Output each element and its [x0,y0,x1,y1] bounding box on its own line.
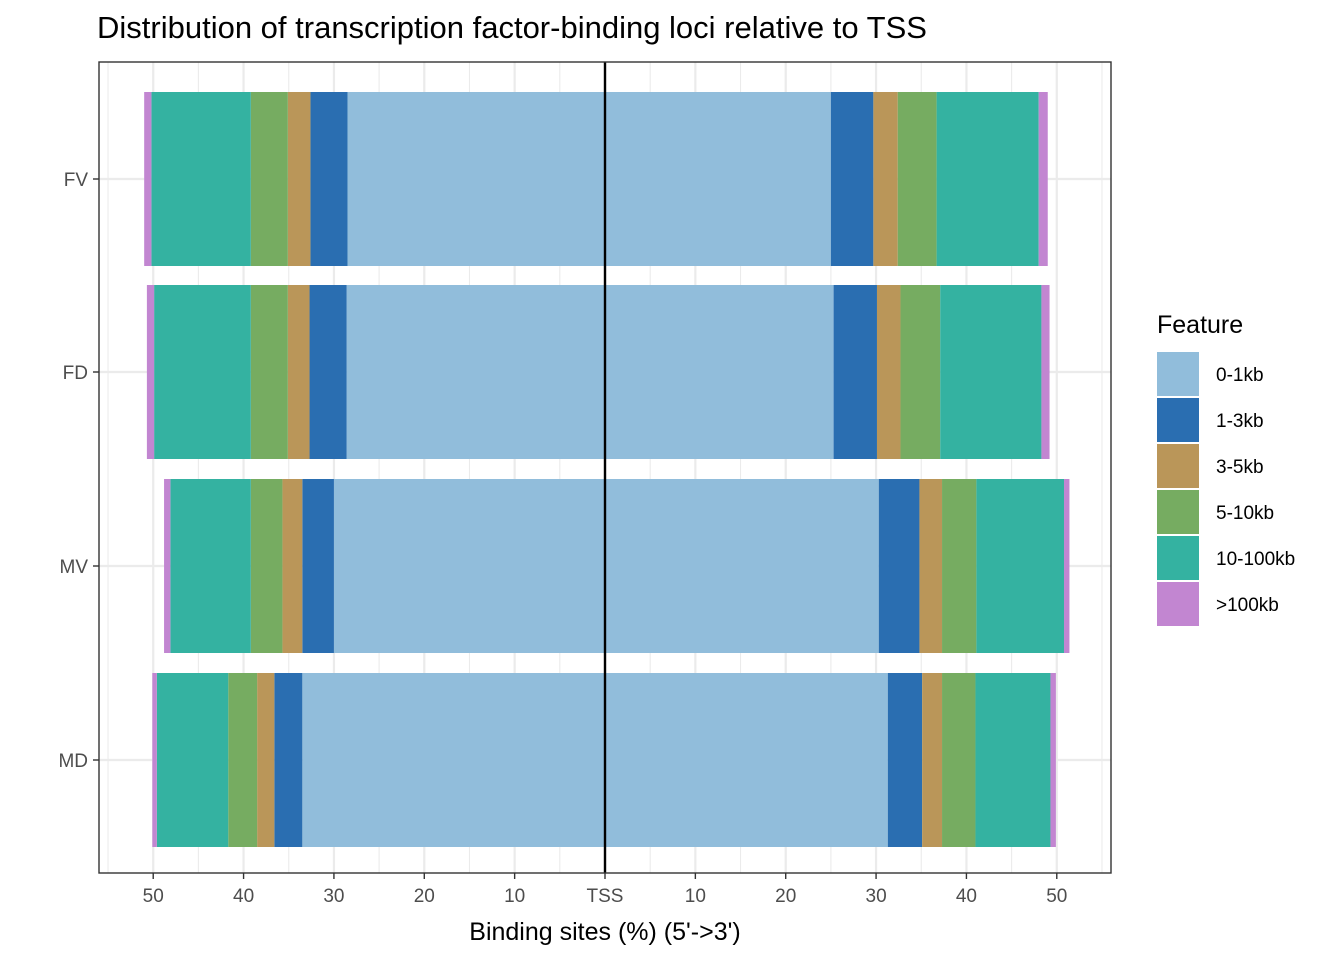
legend-title: Feature [1157,311,1243,339]
x-axis: 50 40 30 20 10 TSS 10 20 30 40 50 [143,873,1067,907]
bar-fd-upstream-01kb [346,285,605,459]
y-tick-label: FD [63,363,88,384]
bar-fv-downstream-01kb [605,92,831,266]
legend: Feature 0-1kb 1-3kb 3-5kb 5-10kb 10-100kb >10… [1157,311,1295,626]
x-tick-label: 50 [1046,886,1067,907]
bar-md-upstream-10100kb [156,673,229,847]
bar-md-upstream-510kb [228,673,258,847]
bar-mv-downstream-10100kb [976,479,1065,653]
x-tick-label: 50 [143,886,164,907]
bar-mv-upstream-100kb [164,479,171,653]
bar-fd-upstream-100kb [146,285,155,459]
bar-fd-downstream-13kb [833,285,877,459]
legend-key-100kb [1157,582,1199,626]
bar-mv-upstream-10100kb [170,479,251,653]
bar-fd-downstream-01kb [605,285,834,459]
bar-fd-downstream-35kb [876,285,901,459]
bar-fd-downstream-510kb [900,285,941,459]
y-tick-label: FV [64,170,89,191]
x-axis-title: Binding sites (%) (5'->3') [469,918,740,946]
bar-mv-downstream-510kb [942,479,977,653]
legend-key-35kb [1157,444,1199,488]
x-tick-label: 20 [414,886,435,907]
bar-md-upstream-35kb [257,673,275,847]
bar-fv-downstream-13kb [830,92,874,266]
bar-md-downstream-100kb [1050,673,1056,847]
chart-title: Distribution of transcription factor-bin… [97,10,927,45]
bar-md-downstream-510kb [942,673,976,847]
legend-label: 0-1kb [1216,365,1264,386]
bar-mv-upstream-510kb [250,479,283,653]
legend-key-13kb [1157,398,1199,442]
bar-md-upstream-100kb [152,673,157,847]
bar-mv-downstream-13kb [878,479,920,653]
x-tick-label: TSS [587,886,624,907]
bar-fv-downstream-510kb [897,92,937,266]
bar-mv-downstream-01kb [605,479,879,653]
bar-fd-downstream-10100kb [940,285,1042,459]
bar-fd-downstream-100kb [1041,285,1050,459]
bar-mv-downstream-100kb [1064,479,1070,653]
bar-fv-upstream-13kb [310,92,348,266]
bar-fv-downstream-10100kb [936,92,1039,266]
bar-md-upstream-13kb [274,673,303,847]
x-tick-label: 30 [323,886,344,907]
bar-fd-upstream-13kb [309,285,347,459]
bar-fv-downstream-100kb [1038,92,1048,266]
y-tick-label: MV [60,557,89,578]
legend-key-510kb [1157,490,1199,534]
bar-fv-downstream-35kb [873,92,898,266]
legend-key-10100kb [1157,536,1199,580]
bar-fv-upstream-510kb [250,92,288,266]
bar-fv-upstream-10100kb [151,92,251,266]
bar-mv-upstream-13kb [302,479,334,653]
bar-md-downstream-13kb [887,673,923,847]
bar-fd-upstream-510kb [250,285,288,459]
bar-mv-upstream-01kb [333,479,605,653]
bar-fv-upstream-35kb [287,92,311,266]
legend-key-01kb [1157,352,1199,396]
bar-fd-upstream-10100kb [154,285,251,459]
bar-md-upstream-01kb [302,673,605,847]
legend-label: 3-5kb [1216,457,1264,478]
x-tick-label: 30 [866,886,887,907]
bar-md-downstream-01kb [605,673,888,847]
bar-fd-upstream-35kb [287,285,310,459]
bar-fv-upstream-01kb [347,92,605,266]
x-tick-label: 10 [504,886,525,907]
y-axis: FV FD MV MD [58,170,99,772]
x-tick-label: 20 [775,886,796,907]
legend-label: >100kb [1216,595,1279,616]
legend-label: 1-3kb [1216,411,1264,432]
bar-mv-upstream-35kb [282,479,303,653]
y-tick-label: MD [58,751,88,772]
x-tick-label: 40 [233,886,254,907]
x-tick-label: 10 [685,886,706,907]
x-tick-label: 40 [956,886,977,907]
bar-md-downstream-35kb [922,673,943,847]
bars [144,62,1070,873]
bar-mv-downstream-35kb [919,479,943,653]
bar-fv-upstream-100kb [144,92,152,266]
bar-md-downstream-10100kb [975,673,1051,847]
legend-label: 5-10kb [1216,503,1274,524]
legend-label: 10-100kb [1216,549,1295,570]
